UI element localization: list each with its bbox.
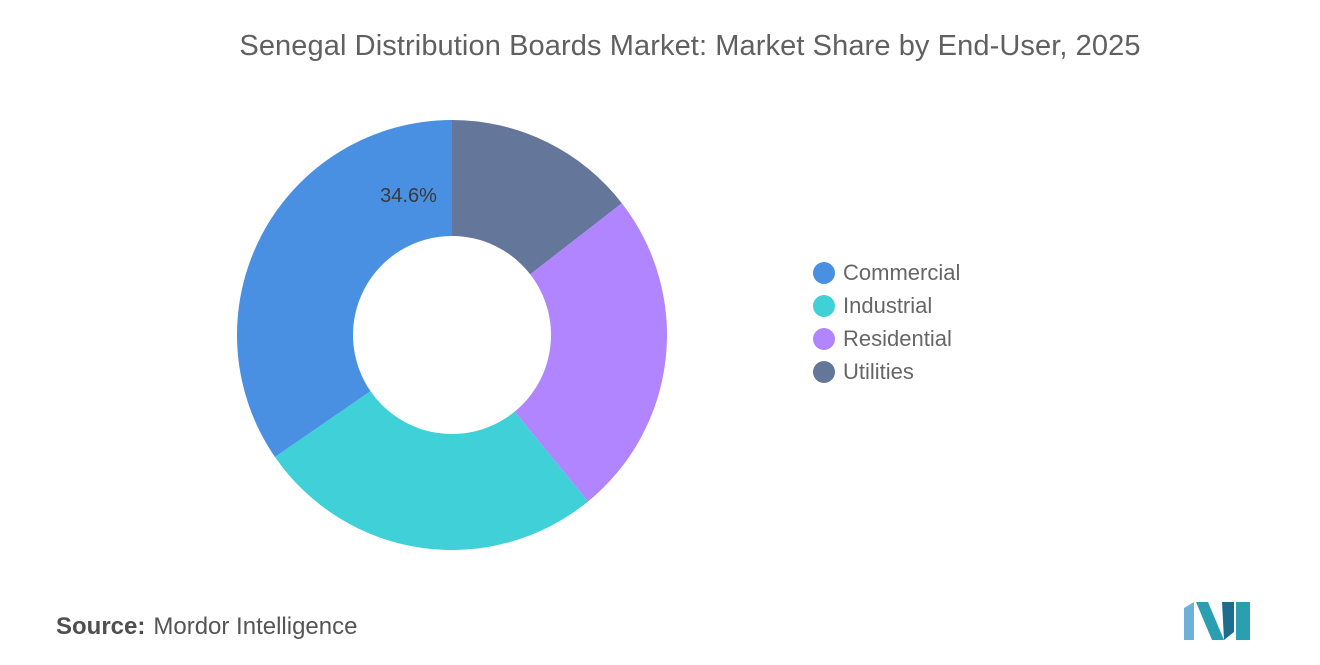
legend-swatch-residential — [813, 327, 835, 350]
data-label-commercial: 34.6% — [380, 185, 437, 207]
legend-label-residential: Residential — [843, 325, 952, 351]
legend-item-residential: Residential — [813, 322, 960, 355]
legend-item-industrial: Industrial — [813, 289, 960, 322]
slice-utilities — [452, 120, 622, 275]
slice-residential — [514, 203, 667, 502]
legend-swatch-utilities — [813, 360, 835, 383]
legend-swatch-industrial — [813, 294, 835, 317]
slice-commercial — [237, 120, 452, 457]
mordor-intelligence-logo — [1184, 602, 1250, 640]
legend-label-utilities: Utilities — [843, 358, 914, 384]
logo-shape-mid — [1196, 602, 1224, 640]
legend-item-commercial: Commercial — [813, 256, 960, 289]
source-note: Source: Mordor Intelligence — [56, 613, 357, 641]
legend-label-commercial: Commercial — [843, 259, 961, 285]
source-text: Mordor Intelligence — [153, 613, 358, 640]
legend: Commercial Industrial Residential Utilit… — [813, 256, 960, 388]
logo-shape-right-b — [1236, 602, 1250, 640]
slice-industrial — [274, 391, 589, 550]
legend-item-utilities: Utilities — [813, 355, 960, 388]
legend-swatch-commercial — [813, 261, 835, 284]
donut-slices — [237, 120, 667, 550]
chart-title: Senegal Distribution Boards Market: Mark… — [239, 30, 1141, 62]
source-label: Source: — [56, 613, 146, 640]
data-labels: 34.6% — [380, 185, 437, 207]
logo-shape-left — [1184, 602, 1194, 640]
logo-shape-right-a — [1222, 602, 1234, 640]
legend-label-industrial: Industrial — [843, 292, 933, 318]
